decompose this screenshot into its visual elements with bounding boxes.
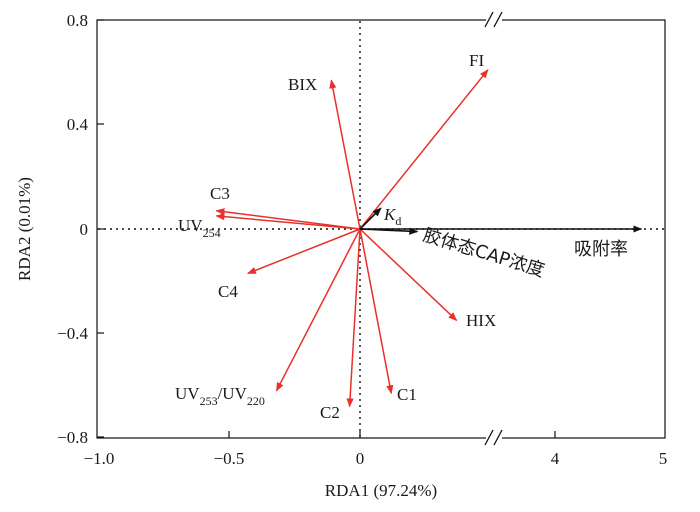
vector-arrow-fi: [359, 69, 489, 230]
vector-arrow-uv-ratio: [275, 228, 361, 392]
vector-arrow-kd: [359, 207, 382, 230]
vector-arrow-c3: [215, 208, 361, 230]
label-fi: FI: [469, 51, 484, 70]
vector-arrow-c4: [246, 228, 361, 275]
y-tick-label: 0: [80, 220, 89, 239]
vector-arrow-bix: [329, 79, 361, 230]
x-tick-label: 0: [356, 449, 365, 468]
label-c2: C2: [320, 403, 340, 422]
y-tick-label: 0.4: [67, 115, 89, 134]
vector-arrow-c2: [346, 228, 361, 408]
label-c4: C4: [218, 282, 238, 301]
y-axis-title: RDA2 (0.01%): [15, 177, 34, 281]
label-colloidal-cap: 胶体态CAP浓度: [421, 225, 547, 282]
axis-break-bottom: [484, 429, 503, 446]
x-tick-label: 5: [659, 449, 668, 468]
label-uv254: UV254: [178, 216, 221, 240]
x-tick-label: 4: [551, 449, 560, 468]
y-tick-label: −0.4: [57, 324, 88, 343]
x-axis-ticks: [228, 431, 556, 438]
x-axis-title: RDA1 (97.24%): [325, 481, 437, 500]
label-bix: BIX: [288, 75, 317, 94]
label-c1: C1: [397, 385, 417, 404]
label-kd: Kd: [383, 205, 401, 228]
label-hix: HIX: [466, 311, 496, 330]
vectors-group: [215, 69, 643, 408]
x-tick-label: −1.0: [84, 449, 115, 468]
vector-arrow-c1: [359, 228, 394, 395]
y-tick-label: 0.8: [67, 11, 88, 30]
vector-arrow-hix: [359, 228, 458, 322]
label-uv-ratio: UV253/UV220: [175, 384, 265, 408]
x-tick-label: −0.5: [214, 449, 245, 468]
label-adsorption-rate: 吸附率: [574, 239, 628, 260]
axis-break-top: [484, 11, 503, 28]
y-axis-ticks: [97, 19, 104, 438]
label-c3: C3: [210, 184, 230, 203]
y-tick-label: −0.8: [57, 428, 88, 447]
vector-arrow-uv254: [215, 213, 361, 230]
